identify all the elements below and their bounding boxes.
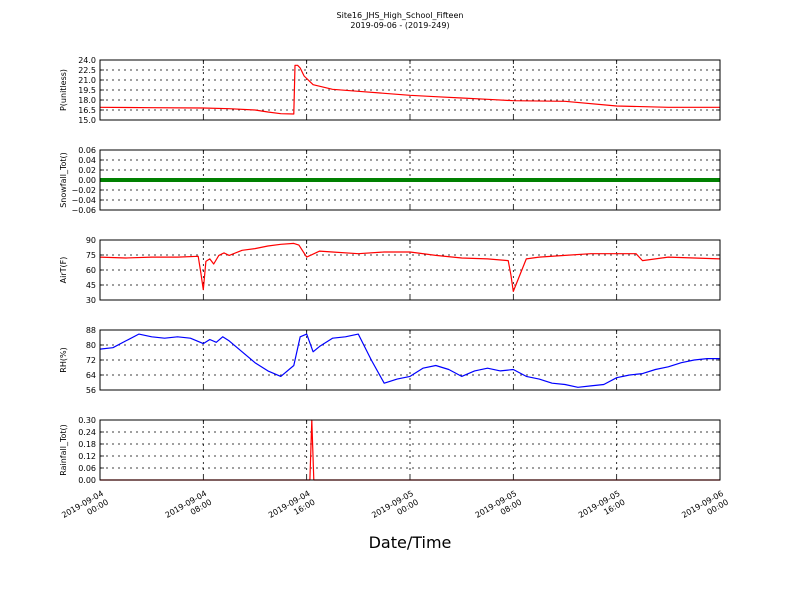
y-tick-label: 22.5 — [78, 66, 96, 75]
y-tick-label: 0.00 — [78, 176, 96, 185]
chart-title: Site16_JHS_High_School_Fifteen — [336, 11, 464, 20]
y-tick-label: 21.0 — [78, 76, 96, 85]
y-tick-label: 16.5 — [78, 106, 96, 115]
series-line — [99, 333, 720, 388]
series-line — [99, 64, 720, 115]
y-tick-label: 90 — [86, 236, 96, 245]
y-tick-label: 75 — [86, 251, 96, 260]
plot-frame — [99, 329, 721, 391]
y-tick-label: 30 — [86, 296, 96, 305]
plot-frame — [99, 419, 721, 481]
series-line — [99, 242, 721, 292]
y-tick-label: 45 — [86, 281, 96, 290]
y-axis-label: P(unitless) — [59, 69, 68, 111]
y-tick-label: 24.0 — [78, 56, 96, 65]
y-axis-label: RH(%) — [59, 347, 68, 372]
y-tick-label: 15.0 — [78, 116, 96, 125]
y-tick-label: 0.06 — [78, 464, 96, 473]
y-tick-label: −0.06 — [71, 206, 96, 215]
y-tick-label: 80 — [86, 341, 96, 350]
y-tick-label: 0.24 — [78, 428, 96, 437]
y-tick-label: 64 — [86, 371, 96, 380]
y-tick-label: 0.04 — [78, 156, 96, 165]
x-axis-label: Date/Time — [368, 533, 452, 552]
y-tick-label: 19.5 — [78, 86, 96, 95]
y-tick-label: 0.12 — [78, 452, 96, 461]
y-tick-label: −0.02 — [71, 186, 96, 195]
y-tick-label: 88 — [86, 326, 96, 335]
y-tick-label: 56 — [86, 386, 96, 395]
y-tick-label: 60 — [86, 266, 96, 275]
y-axis-label: Rainfall_Tot() — [59, 424, 68, 476]
y-tick-label: −0.04 — [71, 196, 96, 205]
plot-frame — [99, 149, 721, 211]
chart-subtitle: 2019-09-06 - (2019-249) — [350, 21, 450, 30]
plot-frame — [99, 239, 721, 301]
y-tick-label: 0.30 — [78, 416, 96, 425]
y-tick-label: 0.02 — [78, 166, 96, 175]
y-axis-label: Snowfall_Tot() — [59, 152, 68, 208]
y-tick-label: 72 — [86, 356, 96, 365]
y-tick-label: 0.00 — [78, 476, 96, 485]
plot-frame — [99, 59, 721, 121]
y-tick-label: 0.18 — [78, 440, 96, 449]
y-axis-label: AirT(F) — [59, 257, 68, 284]
y-tick-label: 0.06 — [78, 146, 96, 155]
y-tick-label: 18.0 — [78, 96, 96, 105]
